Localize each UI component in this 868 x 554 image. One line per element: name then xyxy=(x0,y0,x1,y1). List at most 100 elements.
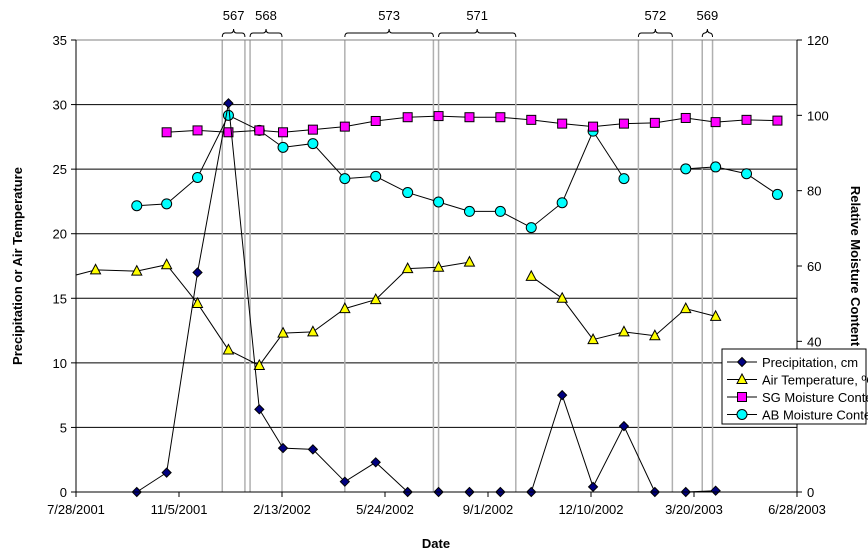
series-line xyxy=(686,167,778,194)
data-point xyxy=(308,139,318,149)
y-right-tick-label: 120 xyxy=(807,33,829,48)
annotation-label: 568 xyxy=(255,8,277,23)
annotation-label: 572 xyxy=(645,8,667,23)
data-point xyxy=(255,126,264,135)
data-point xyxy=(162,128,171,137)
legend: Precipitation, cm Air Temperature, ºC SG M… xyxy=(722,349,868,424)
y-axis-right-title: Relative Moisture Content xyxy=(848,186,863,347)
series-line xyxy=(76,262,469,365)
data-point xyxy=(308,125,317,134)
data-point xyxy=(557,198,567,208)
data-point xyxy=(224,99,233,108)
annotation-label: 569 xyxy=(697,8,719,23)
x-tick-label: 7/28/2001 xyxy=(47,502,105,517)
legend-label: AB Moisture Content xyxy=(762,408,868,423)
data-point xyxy=(193,172,203,182)
series-air-temperature-c xyxy=(76,257,721,370)
annotation-brace xyxy=(345,29,434,37)
data-point xyxy=(464,257,474,267)
series-line xyxy=(137,115,624,227)
x-tick-label: 12/10/2002 xyxy=(558,502,623,517)
data-point xyxy=(434,197,444,207)
x-tick-label: 11/5/2001 xyxy=(151,502,208,517)
x-tick-label: 2/13/2002 xyxy=(253,502,311,517)
annotation-label: 571 xyxy=(466,8,488,23)
data-point xyxy=(742,169,752,179)
annotation-label: 567 xyxy=(223,8,245,23)
annotation-brace xyxy=(250,29,282,37)
data-point xyxy=(193,126,202,135)
data-point xyxy=(495,206,505,216)
data-point xyxy=(650,118,659,127)
y-right-tick-label: 100 xyxy=(807,108,829,123)
data-point xyxy=(589,122,598,131)
data-point xyxy=(162,199,172,209)
x-axis-title: Date xyxy=(422,536,450,551)
data-point xyxy=(193,268,202,277)
data-point xyxy=(371,116,380,125)
y-left-tick-label: 15 xyxy=(53,291,67,306)
data-point xyxy=(619,422,628,431)
y-right-tick-label: 0 xyxy=(807,485,814,500)
data-point xyxy=(91,264,101,274)
data-point xyxy=(526,223,536,233)
data-point xyxy=(403,188,413,198)
y-right-tick-label: 60 xyxy=(807,259,821,274)
data-point xyxy=(681,113,690,122)
y-left-tick-label: 0 xyxy=(60,485,67,500)
data-point xyxy=(711,118,720,127)
data-point xyxy=(340,174,350,184)
data-point xyxy=(619,174,629,184)
legend-marker xyxy=(738,393,747,402)
series-sg-moisture-content xyxy=(162,112,782,137)
annotations: 567 568 573 571 572 569 xyxy=(222,8,718,37)
annotation-label: 573 xyxy=(378,8,400,23)
series-line xyxy=(137,103,716,492)
data-point xyxy=(558,391,567,400)
data-point xyxy=(223,344,233,354)
data-point xyxy=(742,115,751,124)
annotation-brace xyxy=(439,29,516,37)
data-point xyxy=(162,259,172,269)
series-precipitation-cm xyxy=(132,99,720,497)
series-layer xyxy=(76,99,782,497)
data-point xyxy=(496,113,505,122)
x-tick-label: 5/24/2002 xyxy=(356,502,414,517)
data-point xyxy=(434,112,443,121)
data-point xyxy=(371,171,381,181)
data-point xyxy=(619,119,628,128)
data-point xyxy=(162,468,171,477)
data-point xyxy=(557,293,567,303)
legend-marker xyxy=(737,410,747,420)
data-point xyxy=(464,206,474,216)
legend-label: SG Moisture Content xyxy=(762,390,868,405)
data-point xyxy=(403,263,413,273)
x-tick-label: 3/20/2003 xyxy=(665,502,723,517)
y-left-tick-label: 10 xyxy=(53,356,67,371)
data-point xyxy=(255,405,264,414)
data-point xyxy=(132,201,142,211)
data-point xyxy=(711,162,721,172)
y-axis-left-title: Precipitation or Air Temperature xyxy=(10,167,25,365)
data-point xyxy=(279,444,288,453)
y-left-tick-label: 30 xyxy=(53,98,67,113)
legend-label: Air Temperature, ºC xyxy=(762,373,868,388)
x-tick-label: 9/1/2002 xyxy=(463,502,514,517)
data-point xyxy=(681,303,691,313)
data-point xyxy=(308,326,318,336)
y-left-tick-label: 20 xyxy=(53,227,67,242)
data-point xyxy=(526,271,536,281)
data-point xyxy=(403,113,412,122)
data-point xyxy=(589,482,598,491)
data-point xyxy=(279,128,288,137)
data-point xyxy=(681,164,691,174)
data-point xyxy=(772,189,782,199)
legend-label: Precipitation, cm xyxy=(762,355,858,370)
y-right-tick-label: 40 xyxy=(807,334,821,349)
annotation-brace xyxy=(702,29,712,37)
data-point xyxy=(619,326,629,336)
data-point xyxy=(773,116,782,125)
y-left-tick-label: 35 xyxy=(53,33,67,48)
data-point xyxy=(340,122,349,131)
data-point xyxy=(223,110,233,120)
